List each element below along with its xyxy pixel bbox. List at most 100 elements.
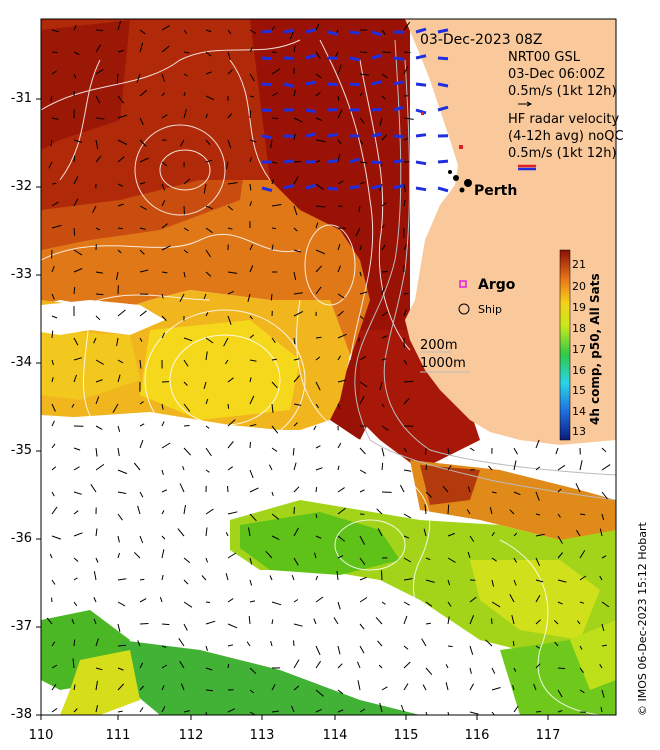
current-arrow (139, 249, 145, 255)
current-arrow (447, 711, 450, 715)
hf-arrow (305, 28, 317, 34)
current-arrow (513, 491, 521, 496)
current-arrow (535, 533, 545, 537)
current-arrow (270, 139, 273, 149)
current-arrow (73, 198, 79, 207)
hf-arrow (393, 56, 405, 61)
current-arrow (337, 355, 342, 361)
current-arrow (357, 337, 361, 342)
bathymetry-contours (354, 39, 616, 501)
current-arrow (359, 73, 370, 76)
current-arrow (403, 645, 409, 650)
current-arrow (139, 491, 144, 498)
current-arrow (599, 575, 603, 581)
current-arrow (293, 527, 299, 537)
current-arrow (133, 462, 141, 471)
colorbar-tick: 13 (572, 425, 586, 438)
current-arrow (403, 661, 411, 669)
current-arrow (337, 689, 344, 695)
current-arrow (205, 205, 213, 210)
current-arrow (293, 271, 297, 281)
current-arrow (337, 310, 344, 317)
current-arrow (51, 224, 62, 229)
current-arrow (315, 117, 323, 122)
current-arrow (225, 161, 229, 170)
current-arrow (51, 443, 56, 449)
current-arrow (359, 245, 362, 251)
current-arrow (227, 708, 236, 713)
current-arrow (205, 398, 209, 405)
current-arrow (512, 640, 515, 647)
current-arrow (161, 489, 168, 493)
current-arrow (51, 664, 58, 669)
current-arrow (265, 550, 273, 559)
colorbar-tick: 18 (572, 322, 586, 335)
hf-arrow (371, 160, 383, 165)
current-arrow (95, 425, 103, 430)
current-arrow (403, 398, 410, 405)
current-arrow (46, 617, 53, 625)
current-arrow (117, 491, 127, 494)
current-arrow (161, 92, 165, 97)
current-arrow (161, 645, 167, 648)
current-arrow (337, 333, 347, 339)
current-arrow (377, 640, 383, 647)
current-arrow (535, 491, 540, 501)
current-arrow (161, 510, 165, 515)
hf-arrow (261, 186, 273, 193)
current-arrow (183, 271, 186, 278)
current-arrow (227, 377, 234, 383)
current-arrow (92, 205, 97, 214)
current-arrow (249, 600, 256, 603)
current-arrow (357, 680, 361, 691)
current-arrow (249, 47, 254, 53)
current-arrow (337, 244, 341, 251)
hf-arrow (371, 53, 383, 60)
current-arrow (447, 601, 452, 607)
current-arrow (359, 447, 366, 455)
y-tick: -37 (10, 619, 32, 634)
current-arrow (491, 711, 496, 715)
current-arrow (577, 620, 581, 625)
current-arrow (513, 532, 518, 537)
current-arrow (469, 667, 472, 674)
current-arrow (203, 183, 207, 194)
current-arrow (403, 557, 412, 563)
current-arrow (271, 425, 279, 434)
current-arrow (293, 133, 296, 141)
current-arrow (315, 51, 321, 59)
current-arrow (51, 535, 62, 540)
current-arrow (491, 491, 497, 494)
current-arrow (424, 504, 427, 515)
current-arrow (579, 689, 585, 694)
current-arrow (271, 535, 280, 541)
current-arrow (425, 667, 433, 676)
current-arrow (377, 528, 383, 537)
current-arrow (73, 249, 83, 256)
current-arrow (95, 463, 105, 471)
current-arrow (205, 227, 213, 234)
current-arrow (293, 117, 303, 123)
current-arrow (51, 491, 55, 497)
current-arrow (73, 708, 78, 713)
current-arrow (161, 664, 168, 669)
current-arrow (337, 535, 345, 542)
current-arrow (73, 73, 77, 79)
current-arrow (337, 379, 346, 383)
current-arrow (381, 601, 386, 605)
current-arrow (271, 26, 275, 31)
axis-ticks (36, 98, 549, 720)
current-arrow (579, 460, 583, 471)
current-arrow (359, 535, 366, 545)
current-arrow (51, 183, 57, 185)
hf-arrow (261, 134, 273, 140)
current-arrow (381, 287, 385, 295)
current-arrow (139, 401, 144, 405)
current-arrow (315, 575, 319, 581)
colorbar-tick: 17 (572, 343, 586, 356)
current-arrow (315, 467, 323, 471)
current-arrow (205, 645, 208, 651)
current-arrow (161, 549, 165, 559)
current-arrow (579, 550, 586, 559)
current-arrow (139, 182, 146, 185)
